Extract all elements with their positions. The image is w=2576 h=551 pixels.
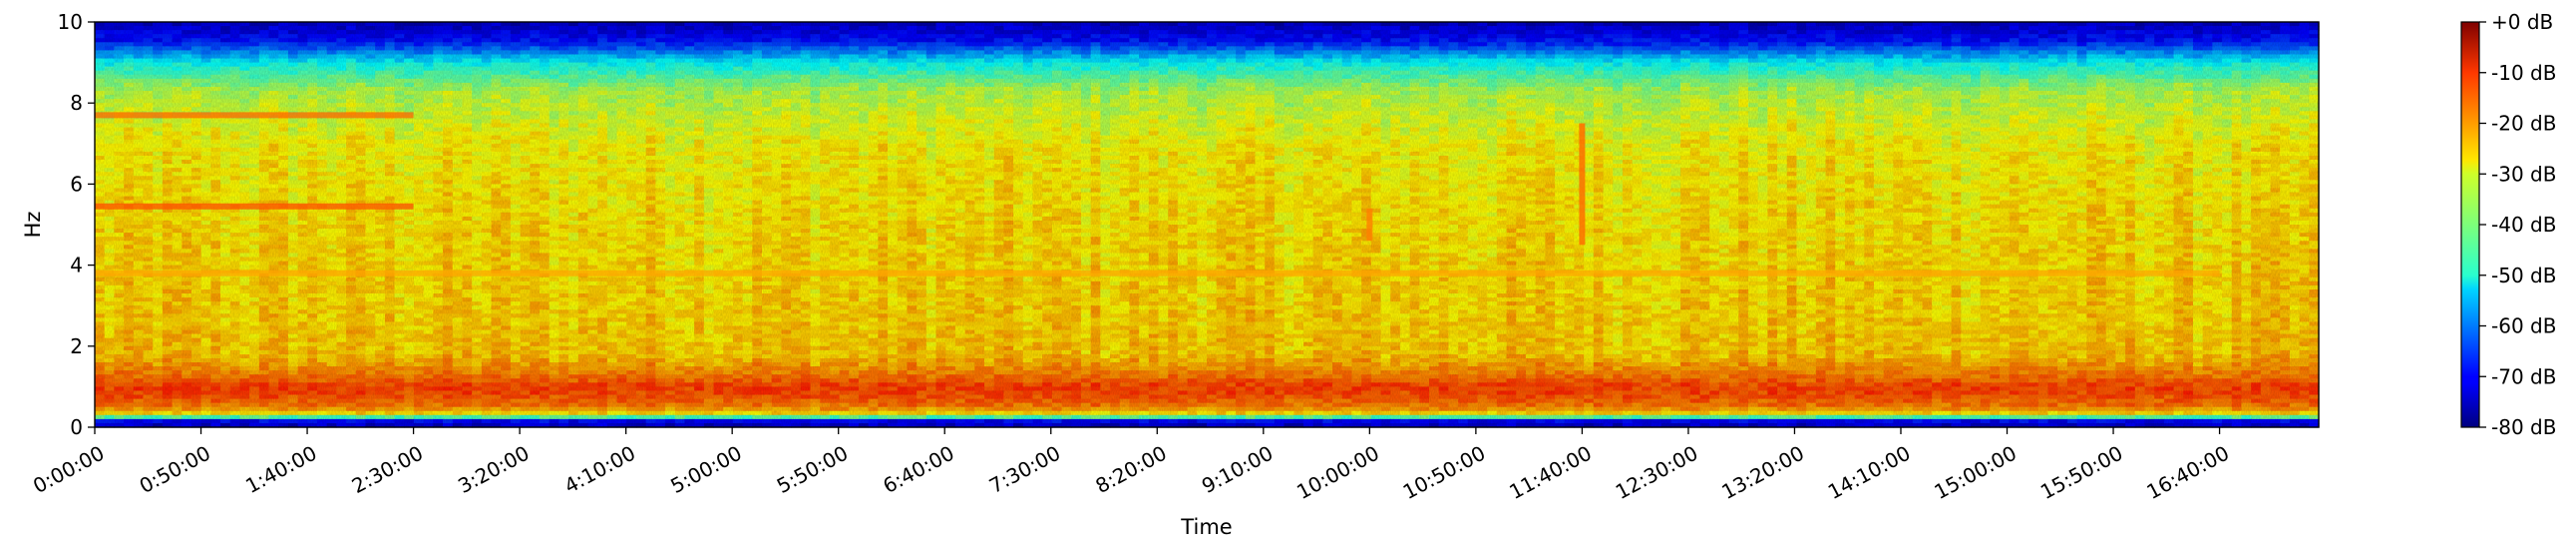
spectrogram-plot [94,21,2320,428]
